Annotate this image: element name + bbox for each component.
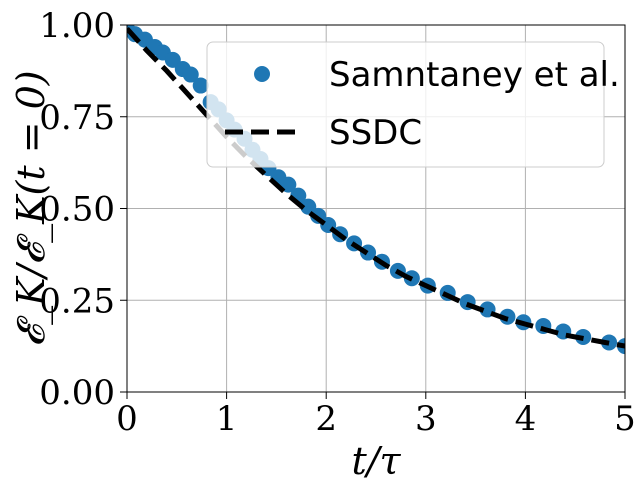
ssdc-line: [127, 27, 625, 349]
x-tick-label: 4: [515, 399, 537, 439]
x-tick-label: 2: [315, 399, 337, 439]
y-axis-label: 𝓔_K/𝓔_K(t = 0): [9, 70, 54, 346]
legend-marker-samntaney: [254, 66, 270, 82]
legend-label-samntaney: Samntaney et al.: [329, 55, 620, 95]
y-tick-label: 0.75: [39, 98, 115, 138]
data-point: [182, 66, 199, 83]
x-axis-label: t/τ: [351, 439, 401, 483]
axis-ticks: 0 1 2 3 4 5 0.00 0.25 0.50 0.75 1.00: [39, 6, 636, 439]
x-tick-label: 1: [216, 399, 238, 439]
legend-box: [206, 41, 605, 168]
x-tick-label: 3: [415, 399, 437, 439]
x-tick-label: 0: [116, 399, 138, 439]
y-tick-label: 0.25: [39, 281, 115, 321]
y-tick-label: 1.00: [39, 6, 115, 46]
y-tick-label: 0.00: [39, 373, 115, 413]
legend-label-ssdc: SSDC: [329, 113, 422, 153]
data-point: [192, 77, 209, 94]
x-tick-label: 5: [614, 399, 636, 439]
y-tick-label: 0.50: [39, 190, 115, 230]
legend: Samntaney et al. SSDC: [206, 41, 620, 168]
